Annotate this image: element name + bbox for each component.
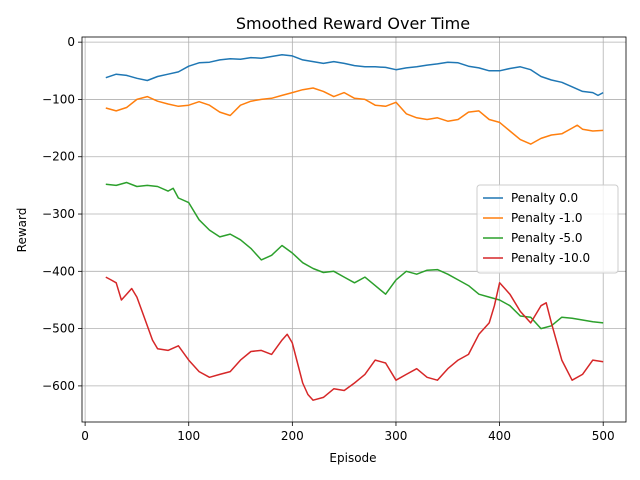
y-axis-label: Reward <box>15 208 29 253</box>
x-axis-ticks: 0 100 200 300 400 500 <box>81 422 615 443</box>
x-tick-label: 300 <box>385 429 408 443</box>
y-tick-label: 0 <box>67 35 75 49</box>
series-line-1 <box>105 87 604 145</box>
chart-title: Smoothed Reward Over Time <box>236 14 470 33</box>
y-tick-label: −600 <box>42 379 75 393</box>
y-tick-label: −300 <box>42 207 75 221</box>
x-tick-label: 500 <box>592 429 615 443</box>
series-lines <box>105 54 604 401</box>
x-tick-label: 400 <box>488 429 511 443</box>
series-line-2 <box>105 181 604 330</box>
y-tick-label: −500 <box>42 322 75 336</box>
series-line-0 <box>105 54 604 97</box>
x-tick-label: 200 <box>281 429 304 443</box>
legend-label: Penalty -1.0 <box>511 211 583 225</box>
y-axis-ticks: 0 −100 −200 −300 −400 −500 −600 <box>42 35 82 393</box>
legend-box <box>476 184 619 274</box>
x-tick-label: 100 <box>177 429 200 443</box>
legend-label: Penalty -10.0 <box>511 251 590 265</box>
y-tick-label: −100 <box>42 92 75 106</box>
legend: Penalty 0.0 Penalty -1.0 Penalty -5.0 Penal… <box>476 184 619 274</box>
series-line-3 <box>105 276 604 401</box>
plot-frame <box>81 36 627 423</box>
y-tick-label: −200 <box>42 150 75 164</box>
legend-label: Penalty -5.0 <box>511 231 583 245</box>
x-tick-label: 0 <box>81 429 89 443</box>
x-axis-label: Episode <box>329 451 376 465</box>
y-tick-label: −400 <box>42 264 75 278</box>
legend-label: Penalty 0.0 <box>511 191 578 205</box>
